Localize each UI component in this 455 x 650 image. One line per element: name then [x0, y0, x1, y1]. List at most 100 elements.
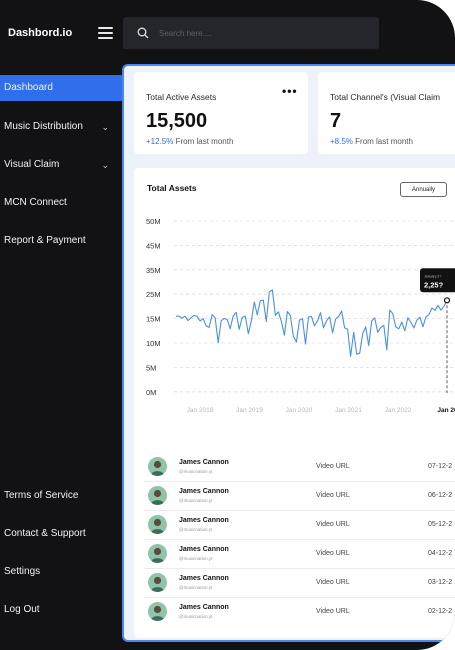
row-divider [144, 568, 455, 569]
y-tick-label: 10M [146, 339, 161, 348]
range-dropdown[interactable]: Annually [400, 182, 447, 197]
table-row[interactable]: James Cannon @musicnation.yt Video URL 05-1… [134, 510, 455, 539]
video-url-link[interactable]: Video URL [316, 492, 350, 499]
y-tick-label: 45M [146, 241, 161, 250]
table-row[interactable]: James Cannon @musicnation.yt Video URL 06-1… [134, 481, 455, 510]
row-name: James Cannon [179, 604, 229, 611]
row-handle: @musicnation.yt [179, 585, 213, 590]
search-bar [123, 17, 379, 49]
stat-change: +8.5% From last month [330, 137, 413, 146]
row-date: 05-12-2 [428, 521, 453, 528]
stat-change-percent: +8.5% [330, 137, 353, 146]
row-handle: @musicnation.yt [179, 614, 213, 619]
x-tick-label: Jan 2022 [385, 407, 412, 414]
stat-title: Total Active Assets [146, 92, 217, 102]
y-tick-label: 25M [146, 290, 161, 299]
y-tick-label: 0M [146, 388, 156, 397]
search-input[interactable] [159, 25, 359, 41]
sidebar-item-report-payment[interactable]: Report & Payment [0, 228, 123, 254]
row-divider [144, 481, 455, 482]
sidebar-item-dashboard[interactable]: Dashboard [0, 75, 123, 101]
sidebar-item-terms[interactable]: Terms of Service [0, 483, 123, 509]
brand-logo[interactable]: Dashbord.io [8, 27, 73, 39]
x-tick-label: Jan 2018 [187, 407, 214, 414]
sidebar-item-contact-support[interactable]: Contact & Support [0, 521, 123, 547]
stat-card-total-channels: Total Channel's (Visual Claim 7 +8.5% Fr… [318, 72, 455, 154]
row-handle: @musicnation.yt [179, 469, 213, 474]
chart-title: Total Assets [147, 183, 197, 193]
main-panel: Total Active Assets ••• 15,500 +12.5% Fr… [122, 64, 455, 642]
sidebar-item-label: Log Out [4, 604, 40, 615]
avatar-icon [148, 573, 167, 592]
video-url-link[interactable]: Video URL [316, 463, 350, 470]
table-row[interactable]: James Cannon @musicnation.yt Video URL 04-1… [134, 539, 455, 568]
avatar-icon [148, 602, 167, 621]
video-url-link[interactable]: Video URL [316, 579, 350, 586]
y-tick-label: 15M [146, 315, 161, 324]
x-tick-label: Jan 2021 [335, 407, 362, 414]
row-divider [144, 597, 455, 598]
hamburger-icon[interactable] [98, 27, 113, 39]
row-name: James Cannon [179, 575, 229, 582]
table-row[interactable]: James Cannon @musicnation.yt Video URL 07-1… [134, 452, 455, 481]
row-date: 03-12-2 [428, 579, 453, 586]
row-handle: @musicnation.yt [179, 498, 213, 503]
table-row[interactable]: James Cannon @musicnation.yt Video URL 02-1… [134, 597, 455, 626]
total-assets-chart: Total Assets 50M 45M 35M 25M 15M 10M 5M 0M Jan … [146, 183, 455, 414]
sidebar-item-label: Terms of Service [4, 490, 79, 501]
row-date: 06-12-2 [428, 492, 453, 499]
stat-change-text: From last month [175, 137, 234, 146]
hover-point[interactable] [443, 297, 451, 304]
stat-value: 15,500 [146, 110, 208, 132]
x-tick-label: Jan 2019 [236, 407, 263, 414]
sidebar-item-music-distribution[interactable]: Music Distribution ⌄ [0, 114, 123, 140]
sidebar-item-logout[interactable]: Log Out [0, 597, 123, 623]
row-handle: @musicnation.yt [179, 556, 213, 561]
sidebar-item-settings[interactable]: Settings [0, 559, 123, 585]
stat-change: +12.5% From last month [146, 137, 233, 146]
chart-tooltip [420, 268, 455, 293]
tooltip-label: January 2? [424, 274, 441, 278]
sidebar-item-label: Dashboard [4, 82, 53, 93]
table-row[interactable]: James Cannon @musicnation.yt Video URL 03-1… [134, 568, 455, 597]
sidebar-item-mcn-connect[interactable]: MCN Connect [0, 190, 123, 216]
sidebar-item-visual-claim[interactable]: Visual Claim ⌄ [0, 152, 123, 178]
stat-change-percent: +12.5% [146, 137, 174, 146]
stat-title: Total Channel's (Visual Claim [330, 92, 441, 102]
row-divider [144, 510, 455, 511]
y-tick-label: 50M [146, 217, 161, 226]
video-url-link[interactable]: Video URL [316, 521, 350, 528]
x-tick-label: Jan 2020 [286, 407, 313, 414]
row-date: 07-12-2 [428, 463, 453, 470]
tooltip-value: 2,25? [424, 280, 444, 289]
stat-card-active-assets: Total Active Assets ••• 15,500 +12.5% Fr… [134, 72, 308, 154]
row-date: 04-12-2 [428, 550, 453, 557]
avatar-icon [148, 486, 167, 505]
row-handle: @musicnation.yt [179, 527, 213, 532]
sidebar-item-label: Music Distribution [4, 121, 83, 132]
search-icon [137, 27, 149, 39]
sidebar-item-label: MCN Connect [4, 197, 67, 208]
chart-card: Total Assets 50M 45M 35M 25M 15M 10M 5M 0M Jan … [134, 168, 455, 495]
series-line [176, 289, 448, 357]
chevron-down-icon: ⌄ [101, 122, 109, 132]
video-url-link[interactable]: Video URL [316, 608, 350, 615]
avatar-icon [148, 515, 167, 534]
sidebar-item-label: Settings [4, 566, 41, 577]
sidebar-item-label: Visual Claim [4, 159, 60, 170]
row-name: James Cannon [179, 546, 229, 553]
row-name: James Cannon [179, 488, 229, 495]
row-name: James Cannon [179, 517, 229, 524]
stat-change-text: From last month [355, 137, 413, 146]
row-date: 02-12-2 [428, 608, 453, 615]
video-url-link[interactable]: Video URL [316, 550, 350, 557]
sidebar-item-label: Report & Payment [4, 235, 86, 246]
stat-value: 7 [330, 110, 342, 132]
row-divider [144, 539, 455, 540]
more-icon[interactable]: ••• [282, 84, 298, 98]
y-tick-label: 5M [146, 363, 156, 372]
sidebar-item-label: Contact & Support [4, 528, 86, 539]
x-tick-label: Jan 20 [437, 407, 455, 414]
assets-table: James Cannon @musicnation.yt Video URL 07-1… [134, 448, 455, 638]
